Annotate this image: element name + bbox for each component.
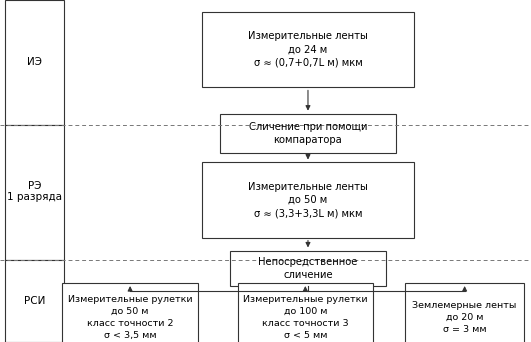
Text: РЭ
1 разряда: РЭ 1 разряда [7,181,62,202]
Text: ИЭ: ИЭ [27,56,42,67]
FancyBboxPatch shape [405,283,524,342]
FancyBboxPatch shape [63,283,198,342]
FancyBboxPatch shape [229,250,387,287]
Text: Измерительные ленты
до 50 м
σ ≈ (3,3+3,3L м) мкм: Измерительные ленты до 50 м σ ≈ (3,3+3,3… [248,182,368,218]
Text: Измерительные рулетки
до 50 м
класс точности 2
σ < 3,5 мм: Измерительные рулетки до 50 м класс точн… [68,295,192,340]
Text: РСИ: РСИ [24,296,45,306]
FancyBboxPatch shape [5,125,64,260]
Text: Непосредственное
сличение: Непосредственное сличение [258,257,358,280]
Text: Измерительные ленты
до 24 м
σ ≈ (0,7+0,7L м) мкм: Измерительные ленты до 24 м σ ≈ (0,7+0,7… [248,31,368,68]
FancyBboxPatch shape [202,12,414,87]
FancyBboxPatch shape [202,162,414,238]
FancyBboxPatch shape [5,0,64,125]
Text: Землемерные ленты
до 20 м
σ = 3 мм: Землемерные ленты до 20 м σ = 3 мм [413,301,517,334]
FancyBboxPatch shape [5,260,64,342]
Text: Сличение при помощи
компаратора: Сличение при помощи компаратора [249,122,367,145]
Text: Измерительные рулетки
до 100 м
класс точности 3
σ < 5 мм: Измерительные рулетки до 100 м класс точ… [243,295,367,340]
FancyBboxPatch shape [237,283,373,342]
FancyBboxPatch shape [220,114,396,153]
